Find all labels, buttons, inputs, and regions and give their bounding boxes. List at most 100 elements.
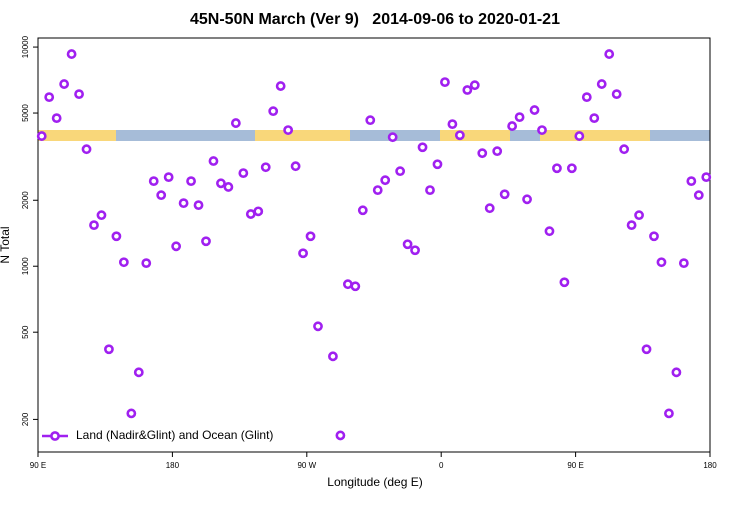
point	[387, 132, 398, 143]
point	[96, 210, 107, 221]
land	[540, 130, 650, 141]
point	[36, 131, 47, 141]
point	[529, 105, 540, 115]
point	[74, 89, 84, 100]
point	[44, 92, 55, 103]
point	[305, 231, 316, 242]
y-tick-label: 500	[21, 325, 30, 339]
point	[693, 190, 704, 201]
point	[186, 176, 196, 187]
point	[163, 172, 174, 183]
point	[118, 257, 129, 268]
point	[469, 80, 480, 91]
point	[589, 113, 600, 124]
point	[275, 81, 286, 91]
point	[230, 118, 241, 128]
land	[255, 130, 350, 141]
point	[522, 194, 532, 205]
point	[581, 92, 592, 103]
legend-marker	[50, 431, 60, 441]
point	[335, 430, 346, 441]
point	[238, 168, 249, 179]
x-tick-label: 90 W	[297, 461, 316, 470]
point	[298, 248, 308, 259]
point	[380, 175, 391, 186]
point	[477, 148, 488, 159]
x-tick-label: 180	[166, 461, 180, 470]
land	[38, 130, 116, 141]
point	[66, 49, 77, 59]
point	[492, 146, 503, 157]
x-tick-label: 180	[703, 461, 717, 470]
point	[552, 163, 562, 174]
point	[104, 344, 114, 355]
point	[201, 236, 211, 247]
point	[111, 231, 122, 242]
point	[148, 176, 159, 187]
point	[440, 77, 450, 88]
legend-label: Land (Nadir&Glint) and Ocean (Glint)	[76, 428, 273, 442]
point	[462, 85, 473, 95]
point	[634, 210, 644, 221]
point	[365, 115, 376, 126]
point	[641, 344, 652, 355]
y-tick-label: 200	[21, 412, 30, 426]
point	[507, 121, 518, 131]
point	[342, 279, 353, 290]
point	[566, 163, 577, 174]
point	[417, 142, 428, 153]
point	[604, 49, 615, 59]
point	[649, 231, 659, 242]
point	[410, 245, 420, 256]
point	[432, 159, 443, 170]
y-tick-label: 10000	[21, 35, 30, 58]
point	[671, 367, 682, 378]
y-tick-label: 5000	[21, 104, 30, 122]
point	[81, 144, 92, 155]
x-tick-label: 90 E	[567, 461, 583, 470]
x-axis-label: Longitude (deg E)	[327, 475, 422, 489]
point	[619, 144, 630, 155]
point	[499, 189, 510, 200]
point	[402, 239, 413, 250]
point	[395, 166, 406, 177]
point	[626, 220, 637, 231]
point	[484, 203, 495, 214]
point	[283, 125, 294, 135]
ocean	[38, 130, 710, 141]
point	[664, 408, 674, 419]
point	[178, 198, 189, 209]
point	[208, 156, 219, 166]
point	[59, 79, 70, 89]
point	[574, 131, 585, 141]
point	[193, 200, 204, 211]
point	[51, 113, 62, 124]
point	[313, 321, 323, 332]
point	[656, 257, 667, 268]
point	[245, 209, 256, 219]
point	[260, 162, 271, 173]
point	[425, 185, 435, 196]
point	[133, 367, 144, 378]
point	[686, 176, 697, 187]
point	[126, 408, 137, 419]
point	[678, 258, 689, 269]
plot-frame	[37, 37, 711, 453]
point	[156, 190, 167, 201]
point	[514, 112, 525, 123]
point	[447, 119, 458, 130]
y-tick-label: 2000	[21, 191, 30, 209]
point	[537, 125, 547, 135]
point	[559, 277, 570, 288]
point	[544, 226, 555, 237]
point	[596, 79, 607, 89]
point	[216, 178, 226, 189]
land	[440, 130, 510, 141]
point	[223, 182, 234, 192]
point	[141, 258, 152, 269]
point	[611, 89, 622, 100]
point	[357, 205, 368, 216]
point	[171, 241, 182, 252]
point	[372, 185, 383, 196]
